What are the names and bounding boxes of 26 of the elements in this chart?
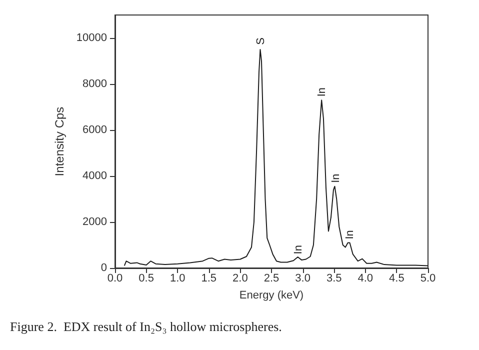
caption: Figure 2. EDX result of In₂S₃ hollow microspheres. bbox=[10, 319, 282, 334]
x-tick-label: 2.0 bbox=[232, 272, 248, 284]
x-tick-label: 4.5 bbox=[389, 272, 404, 284]
x-tick-label: 1.5 bbox=[201, 272, 217, 284]
x-tick-label: 5.0 bbox=[420, 272, 436, 284]
annotation: In bbox=[330, 174, 342, 183]
annotation: In bbox=[316, 87, 328, 97]
x-tick-label: 1.0 bbox=[170, 272, 186, 284]
annotation: In bbox=[344, 230, 356, 240]
x-tick-label: 3.5 bbox=[326, 272, 342, 284]
annotation: S bbox=[254, 38, 267, 45]
y-axis-title: Intensity Cps bbox=[52, 106, 67, 176]
x-tick-label: 0.5 bbox=[138, 272, 154, 284]
x-tick-label: 4.0 bbox=[358, 272, 374, 284]
y-tick-label: 6000 bbox=[82, 124, 107, 136]
x-tick-label: 3.0 bbox=[295, 272, 310, 284]
x-tick-label: 0.0 bbox=[107, 272, 123, 284]
y-tick-label: 10000 bbox=[76, 32, 107, 44]
y-tick-label: 8000 bbox=[82, 78, 107, 90]
y-tick-label: 2000 bbox=[82, 216, 107, 228]
y-tick-label: 4000 bbox=[82, 170, 107, 182]
annotation: In bbox=[292, 245, 304, 254]
line-series bbox=[124, 49, 428, 266]
x-axis-title: Energy (keV) bbox=[239, 290, 304, 302]
y-tick-label: 0 bbox=[100, 262, 107, 274]
x-tick-label: 2.5 bbox=[264, 272, 280, 284]
